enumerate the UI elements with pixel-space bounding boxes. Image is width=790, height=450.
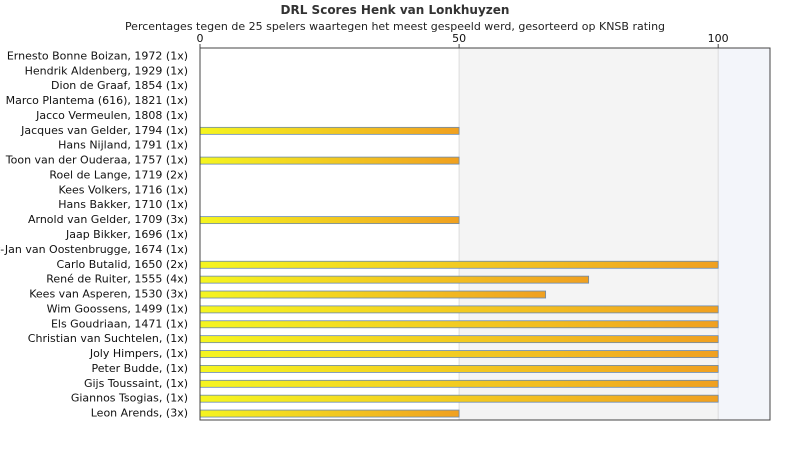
gridlines <box>458 48 719 420</box>
category-label: Kees van Asperen, 1530 (3x) <box>29 288 188 301</box>
bar <box>199 305 719 314</box>
category-label: Toon van der Ouderaa, 1757 (1x) <box>5 154 188 167</box>
bar <box>199 290 547 299</box>
band-100-plus <box>718 48 770 420</box>
bars <box>199 126 719 418</box>
plot-frame <box>199 47 771 421</box>
chart-subtitle: Percentages tegen de 25 spelers waartege… <box>124 20 666 33</box>
category-label: Christian van Suchtelen, (1x) <box>28 332 188 345</box>
bar <box>199 156 460 165</box>
category-label: Carlo Butalid, 1650 (2x) <box>57 258 188 271</box>
category-label: Dion de Graaf, 1854 (1x) <box>51 79 188 92</box>
category-label: Peter Budde, (1x) <box>92 362 188 375</box>
category-label: Ernesto Bonne Boizan, 1972 (1x) <box>7 49 188 62</box>
bar <box>199 350 719 358</box>
bar <box>199 275 590 284</box>
bar <box>199 365 719 373</box>
x-tick-label: 50 <box>452 32 466 45</box>
bar <box>199 394 719 403</box>
category-label: Joly Himpers, (1x) <box>89 347 188 360</box>
category-label: Jacques van Gelder, 1794 (1x) <box>20 124 188 137</box>
category-label: Els Goudriaan, 1471 (1x) <box>51 317 188 330</box>
bar <box>199 409 460 418</box>
x-axis-ticks: 0 50 100 <box>197 32 729 48</box>
category-label: Gijs Toussaint, (1x) <box>84 377 188 390</box>
category-label: Wim Goossens, 1499 (1x) <box>47 302 188 315</box>
category-label: Hendrik Aldenberg, 1929 (1x) <box>25 64 188 77</box>
bar <box>199 379 719 388</box>
category-label: Marco Plantema (616), 1821 (1x) <box>6 94 188 107</box>
x-tick-label: 0 <box>197 32 204 45</box>
category-label: Roel de Lange, 1719 (2x) <box>49 168 188 181</box>
background-bands <box>459 48 770 420</box>
bar <box>199 320 719 329</box>
chart-title: DRL Scores Henk van Lonkhuyzen <box>280 3 510 17</box>
category-label: Jaap Bikker, 1696 (1x) <box>65 228 188 241</box>
category-label: Gert-Jan van Oostenbrugge, 1674 (1x) <box>0 243 188 256</box>
bar <box>199 335 719 344</box>
category-label: Leon Arends, (3x) <box>91 407 188 420</box>
band-50-100 <box>459 48 719 420</box>
category-label: Kees Volkers, 1716 (1x) <box>59 183 188 196</box>
category-label: Arnold van Gelder, 1709 (3x) <box>28 213 188 226</box>
bar <box>199 260 719 269</box>
bar <box>199 216 460 225</box>
category-label: René de Ruiter, 1555 (4x) <box>46 273 188 286</box>
category-label: Hans Nijland, 1791 (1x) <box>58 139 188 152</box>
category-label: Giannos Tsogias, (1x) <box>71 392 188 405</box>
category-label: Hans Bakker, 1710 (1x) <box>58 198 188 211</box>
bar <box>199 126 460 135</box>
category-label: Jacco Vermeulen, 1808 (1x) <box>35 109 188 122</box>
x-tick-label: 100 <box>708 32 729 45</box>
category-labels: Ernesto Bonne Boizan, 1972 (1x) Hendrik A… <box>0 49 188 419</box>
